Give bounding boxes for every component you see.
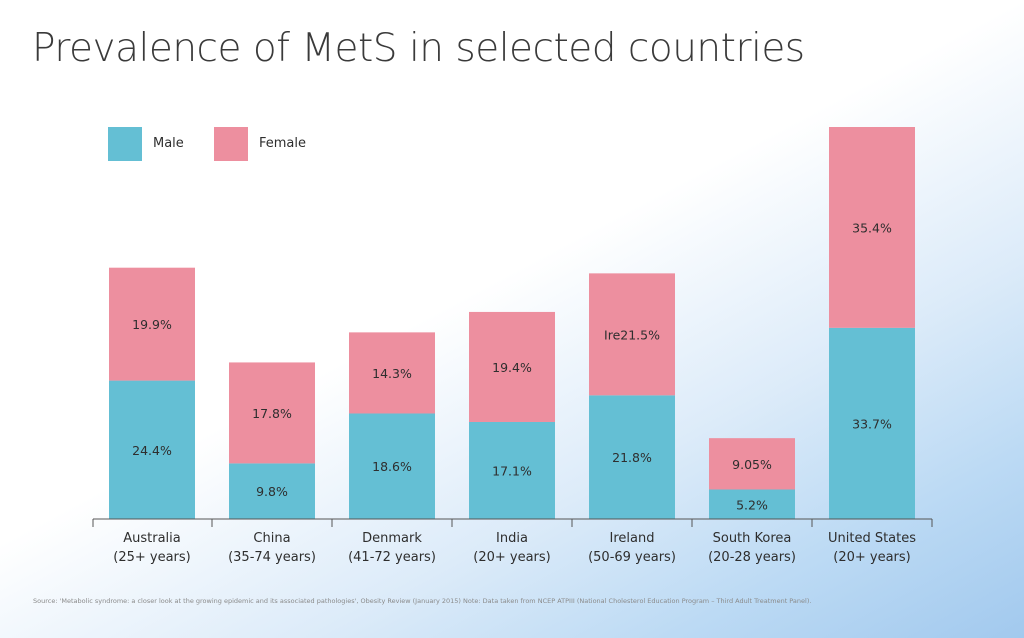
x-tick-label-6-1: (20+ years) [833,550,911,565]
x-tick-label-1-0: China [253,531,290,546]
x-tick-label-2-0: Denmark [362,531,422,546]
bar-female-6 [829,127,915,328]
data-label-male-3: 17.1% [492,463,532,478]
x-tick-label-4-1: (50-69 years) [588,550,676,565]
bar-male-2 [349,413,435,519]
legend-label-female: Female [259,136,306,151]
x-tick-label-3-0: India [496,531,528,546]
data-label-male-5: 5.2% [736,497,768,512]
data-label-male-2: 18.6% [372,459,412,474]
bar-female-4 [589,273,675,396]
source-note: Source: 'Metabolic syndrome: a closer lo… [33,597,812,605]
data-label-female-6: 35.4% [852,220,892,235]
data-label-male-0: 24.4% [132,443,172,458]
x-tick-label-3-1: (20+ years) [473,550,551,565]
legend-label-male: Male [153,136,184,151]
data-label-male-6: 33.7% [852,416,892,431]
data-label-female-2: 14.3% [372,366,412,381]
bar-female-2 [349,332,435,414]
bar-female-0 [109,267,195,381]
data-label-female-0: 19.9% [132,317,172,332]
data-label-female-5: 9.05% [732,457,772,472]
x-tick-label-0-1: (25+ years) [113,550,191,565]
x-tick-label-5-1: (20-28 years) [708,550,796,565]
legend-swatch-male [108,127,142,161]
data-label-female-1: 17.8% [252,406,292,421]
x-tick-label-6-0: United States [828,531,916,546]
bar-male-5 [709,489,795,519]
x-tick-label-1-1: (35-74 years) [228,550,316,565]
x-tick-label-5-0: South Korea [713,531,792,546]
data-label-female-3: 19.4% [492,360,532,375]
x-tick-label-0-0: Australia [123,531,181,546]
data-label-female-4: Ire21.5% [604,327,660,342]
chart-title: Prevalence of MetS in selected countries [32,26,805,71]
bar-female-5 [709,438,795,490]
bar-male-6 [829,327,915,519]
bar-male-0 [109,380,195,519]
bar-male-1 [229,463,315,519]
data-label-male-1: 9.8% [256,484,288,499]
x-tick-label-2-1: (41-72 years) [348,550,436,565]
bar-male-4 [589,395,675,519]
data-label-male-4: 21.8% [612,450,652,465]
bar-female-1 [229,362,315,464]
bar-female-3 [469,311,555,422]
x-tick-label-4-0: Ireland [610,531,655,546]
legend-swatch-female [214,127,248,161]
bar-male-3 [469,421,555,519]
